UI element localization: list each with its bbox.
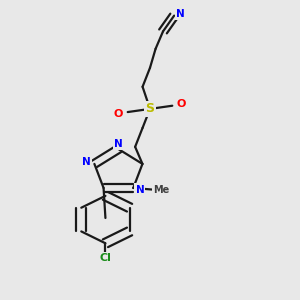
Text: N: N xyxy=(176,9,185,19)
Text: O: O xyxy=(114,109,123,118)
Text: Me: Me xyxy=(153,184,169,194)
Text: N: N xyxy=(82,157,91,167)
Text: N: N xyxy=(136,184,144,194)
Text: Cl: Cl xyxy=(100,254,111,263)
Text: N: N xyxy=(114,139,123,149)
Text: O: O xyxy=(177,99,186,109)
Text: S: S xyxy=(146,102,154,116)
